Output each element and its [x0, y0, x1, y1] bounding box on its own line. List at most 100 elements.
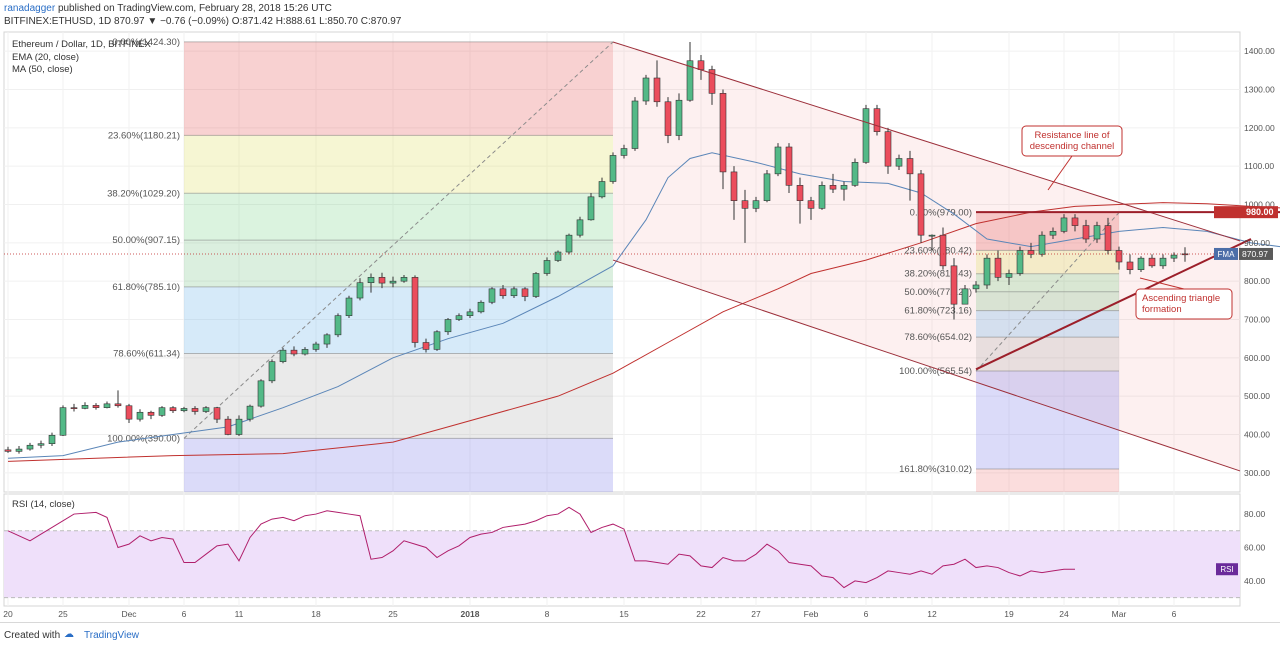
candle-body [631, 100, 639, 149]
ma-legend: MA (50, close) [12, 64, 73, 75]
time-tick-label: 27 [751, 609, 761, 619]
tradingview-logo-icon: ☁ [64, 629, 74, 640]
ma50-line [7, 202, 1280, 462]
candle-body [675, 99, 683, 136]
fib-level-label: 50.00%(772.27) [904, 287, 972, 298]
candle-body [840, 185, 848, 190]
fib-level-label: 78.60%(654.02) [904, 332, 972, 343]
fib-level-label: 78.60%(611.34) [113, 348, 180, 359]
candle-body [587, 196, 595, 221]
rsi-line [7, 506, 1075, 589]
price-tick-label: 500.00 [1244, 391, 1270, 401]
candle-body [279, 349, 287, 362]
candle-body [928, 234, 936, 237]
time-tick-label: Mar [1112, 609, 1127, 619]
candle-body [1005, 273, 1013, 278]
fib-level-label: 100.00%(565.54) [899, 366, 972, 377]
candle-body [510, 288, 518, 297]
time-tick-label: 18 [311, 609, 321, 619]
fib-level-label: 161.80%(310.02) [899, 464, 972, 475]
chart-header: ranadagger published on TradingView.com,… [0, 0, 1280, 30]
candle-body [37, 443, 45, 446]
candle-body [1049, 231, 1057, 236]
fma-badge-label: FMA [1218, 250, 1236, 259]
candle-body [356, 282, 364, 299]
candle-body [829, 185, 837, 190]
candle-body [1071, 217, 1079, 226]
candle-body [169, 407, 177, 412]
candle-body [400, 277, 408, 282]
candle-body [334, 315, 342, 336]
price-tick-label: 600.00 [1244, 353, 1270, 363]
rsi-tick-label: 40.00 [1244, 576, 1266, 586]
candle-body [532, 273, 540, 297]
tradingview-brand-link[interactable]: TradingView [84, 630, 140, 641]
candle-body [466, 311, 474, 316]
fib-band [976, 337, 1119, 372]
resistance-price-badge [1214, 206, 1278, 219]
candle-body [323, 334, 331, 345]
candle-body [730, 171, 738, 201]
rsi-legend: RSI (14, close) [12, 499, 75, 510]
last-price-badge [1239, 247, 1273, 260]
published-text: published on TradingView.com, February 2… [57, 3, 332, 14]
candle-body [609, 155, 617, 182]
candle-body [455, 315, 463, 320]
candle-body [653, 77, 661, 103]
candle-body [1115, 250, 1123, 263]
candle-body [1082, 225, 1090, 240]
candle-body [290, 349, 298, 355]
candle-body [862, 108, 870, 163]
symbol-label: BITFINEX:ETHUSD, 1D [4, 16, 112, 27]
candle-body [543, 260, 551, 274]
candle-body [1038, 234, 1046, 255]
candle-body [1181, 253, 1189, 256]
candle-body [235, 418, 243, 435]
annotation-pointer [1139, 277, 1185, 290]
candle-body [1159, 257, 1167, 267]
fib-band [976, 291, 1119, 311]
candle-body [939, 234, 947, 267]
candle-body [763, 173, 771, 201]
candle-body [59, 407, 67, 436]
candle-body [411, 277, 419, 343]
candle-body [202, 407, 210, 412]
candle-body [917, 173, 925, 236]
candle-body [972, 284, 980, 290]
descending-channel-fill [613, 41, 1240, 471]
time-tick-label: 24 [1059, 609, 1069, 619]
candle-body [4, 449, 12, 452]
candle-body [576, 219, 584, 236]
ascending-support-line [975, 238, 1252, 371]
candle-body [136, 411, 144, 420]
candle-body [752, 200, 760, 209]
candle-body [961, 288, 969, 305]
candle-body [499, 288, 507, 297]
candle-body [488, 288, 496, 303]
resistance-price-label: 980.00 [1246, 207, 1274, 217]
candle-body [48, 434, 56, 444]
price-tick-label: 900.00 [1244, 238, 1270, 248]
time-tick-label: 12 [927, 609, 937, 619]
candle-body [873, 108, 881, 132]
candle-body [598, 181, 606, 198]
candle-body [213, 407, 221, 420]
time-tick-label: 8 [545, 609, 550, 619]
candle-body [851, 162, 859, 186]
author-link[interactable]: ranadagger [4, 3, 56, 14]
candle-body [1137, 257, 1145, 270]
time-tick-label: 6 [182, 609, 187, 619]
fib-level-label: 0.00%(979.00) [910, 208, 972, 219]
fib-band [976, 273, 1119, 292]
annotation-line: formation [1142, 304, 1182, 315]
time-tick-label: 2018 [461, 609, 480, 619]
candle-body [565, 234, 573, 253]
time-tick-label: 20 [3, 609, 13, 619]
rsi-tick-label: 80.00 [1244, 509, 1266, 519]
time-tick-label: 15 [619, 609, 629, 619]
price-chart[interactable]: 0.00%(1424.30) 23.60%(1180.21) 38.20%(1029… [0, 0, 1280, 620]
fib-band [184, 286, 613, 354]
candle-body [367, 277, 375, 284]
time-tick-label: 25 [58, 609, 68, 619]
